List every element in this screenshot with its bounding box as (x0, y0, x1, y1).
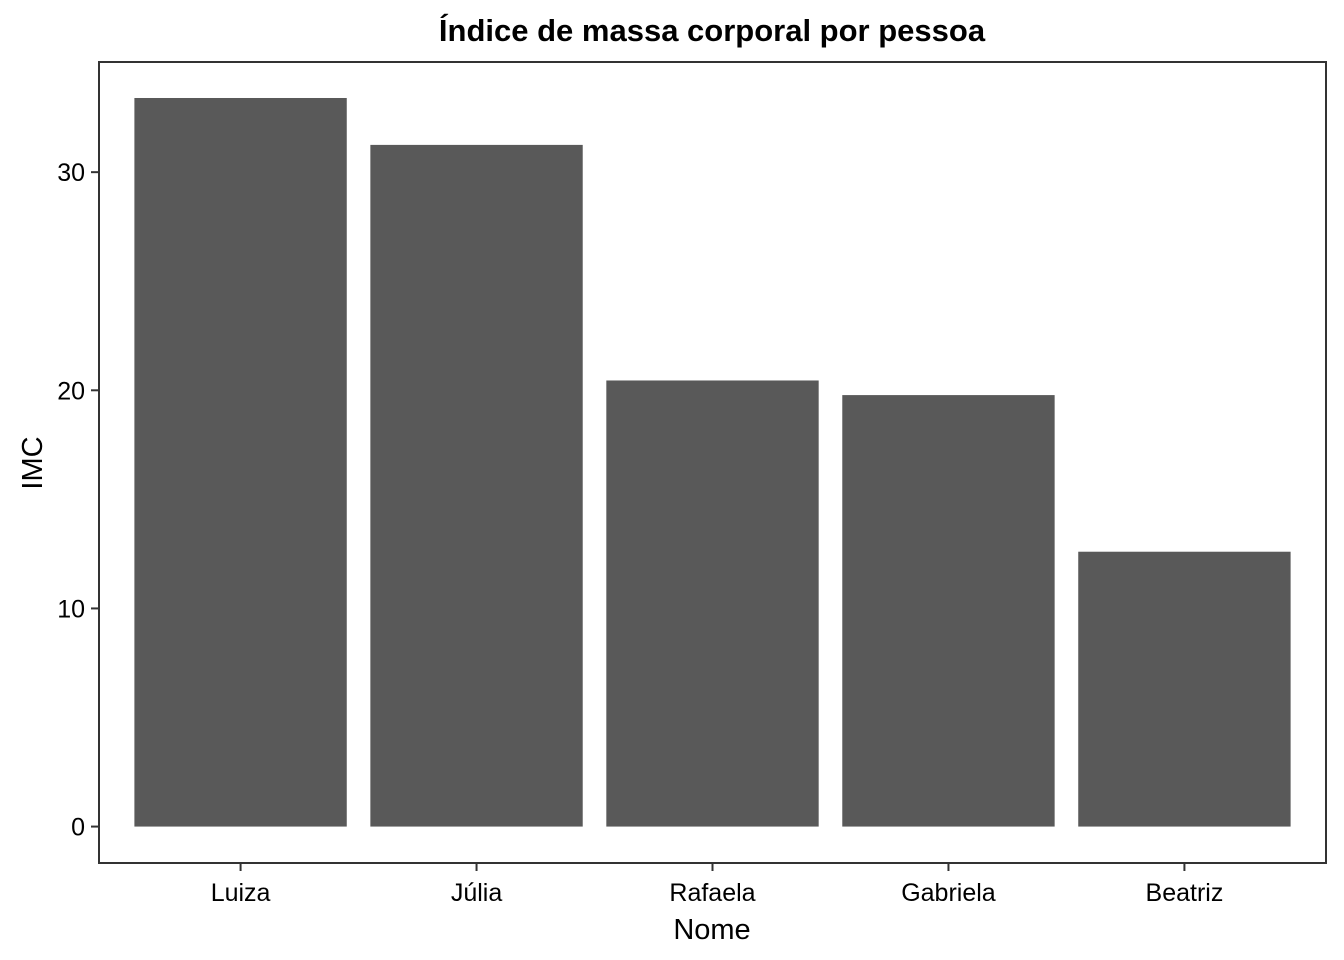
bar-gabriela (842, 395, 1055, 827)
bar-rafaela (606, 380, 819, 827)
y-tick-label: 10 (57, 595, 85, 623)
chart-title: Índice de massa corporal por pessoa (439, 13, 986, 48)
y-axis-title: IMC (17, 436, 49, 489)
x-tick-label-luiza: Luiza (211, 879, 271, 907)
x-tick-label-júlia: Júlia (451, 879, 503, 907)
bar-beatriz (1078, 551, 1291, 827)
x-axis-title: Nome (673, 914, 750, 946)
bar-luiza (134, 97, 347, 827)
x-axis: Luiza Júlia Rafaela Gabriela Beatriz (211, 863, 1224, 907)
x-tick-label-beatriz: Beatriz (1146, 879, 1224, 907)
y-tick-label: 0 (71, 814, 85, 842)
y-tick-label: 30 (57, 159, 85, 187)
x-tick-label-rafaela: Rafaela (669, 879, 755, 907)
y-axis: 0 10 20 30 (57, 159, 99, 842)
bar-júlia (370, 144, 583, 827)
x-tick-label-gabriela: Gabriela (901, 879, 996, 907)
y-tick-label: 20 (57, 377, 85, 405)
bars-layer (134, 97, 1291, 827)
